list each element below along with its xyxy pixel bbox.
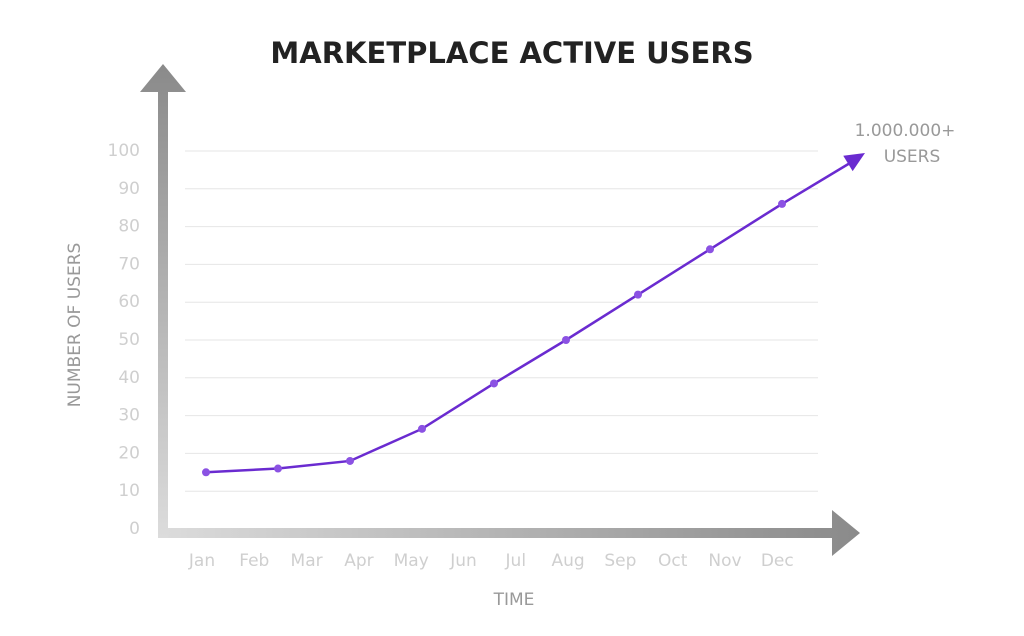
annotation: 1.000.000+ xyxy=(855,121,956,141)
y-axis-arrow xyxy=(140,64,186,538)
x-tick-label: Aug xyxy=(551,551,584,571)
y-tick-label: 60 xyxy=(118,292,140,312)
chart-title: MARKETPLACE ACTIVE USERS xyxy=(270,36,753,70)
point xyxy=(562,336,570,344)
x-tick-label: Jul xyxy=(505,551,527,571)
line xyxy=(205,202,783,474)
y-tick-label: 20 xyxy=(118,443,140,463)
y-tick-label: 70 xyxy=(118,254,140,274)
x-tick-label: May xyxy=(394,551,429,571)
annotation: USERS xyxy=(884,147,941,167)
point xyxy=(634,290,642,299)
x-tick-label: Jan xyxy=(188,551,215,571)
x-tick-label: Dec xyxy=(761,551,794,571)
x-tick-label: Mar xyxy=(291,551,323,571)
trend-arrow-line xyxy=(781,158,856,205)
x-tick-label: Apr xyxy=(344,551,373,571)
y-tick-label: 30 xyxy=(118,406,140,426)
y-tick-label: 40 xyxy=(118,368,140,388)
point xyxy=(706,245,714,254)
y-tick-label: 0 xyxy=(129,519,140,539)
x-tick-label: Nov xyxy=(708,551,741,571)
y-axis-title: NUMBER OF USERS xyxy=(65,243,85,408)
point xyxy=(418,424,426,433)
y-tick-label: 50 xyxy=(118,330,140,350)
point xyxy=(778,199,786,208)
y-tick-label: 100 xyxy=(108,141,140,161)
grid xyxy=(185,150,818,492)
point xyxy=(490,379,498,388)
point xyxy=(346,456,354,465)
x-tick-label: Sep xyxy=(604,551,636,571)
x-tick-label: Jun xyxy=(449,551,477,571)
x-axis-arrow xyxy=(158,510,860,556)
x-axis-title: TIME xyxy=(493,590,535,610)
point xyxy=(274,464,282,473)
y-tick-label: 10 xyxy=(118,481,140,501)
point xyxy=(202,468,210,477)
y-tick-label: 80 xyxy=(118,217,140,237)
y-tick-label: 90 xyxy=(118,179,140,199)
x-tick-label: Oct xyxy=(658,551,688,571)
x-tick-label: Feb xyxy=(239,551,269,571)
trend-arrowhead xyxy=(843,153,865,172)
